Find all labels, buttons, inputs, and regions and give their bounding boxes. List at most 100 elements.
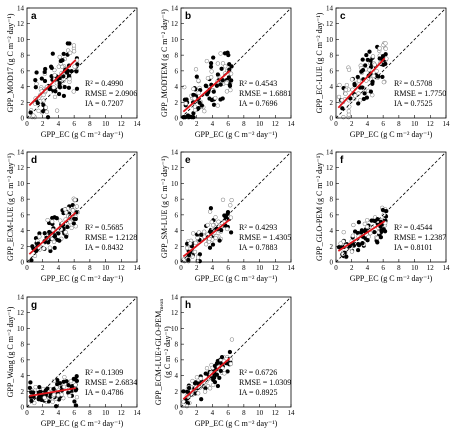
y-tick-label: 2 (330, 243, 334, 251)
x-tick-label: 6 (72, 264, 76, 272)
data-point-open (340, 251, 346, 257)
stat-line: IA = 0.7883 (239, 243, 278, 252)
stat-line: R² = 0.4543 (239, 79, 277, 88)
data-point-open (67, 393, 72, 399)
y-tick-label: 2 (175, 99, 179, 107)
data-point-open (202, 229, 207, 234)
data-point-open (383, 41, 388, 46)
data-point-open (192, 249, 198, 255)
data-point-filled (61, 51, 66, 57)
data-point-open (184, 404, 190, 409)
data-point-open (229, 197, 234, 203)
data-point-open (381, 80, 386, 85)
data-point-filled (367, 49, 372, 54)
data-point-open (68, 379, 74, 384)
data-point-filled (42, 69, 47, 75)
data-point-open (183, 101, 189, 106)
data-point-filled (215, 383, 221, 389)
data-point-open (213, 235, 218, 241)
y-tick-label: 8 (21, 196, 25, 204)
data-point-filled (49, 65, 54, 71)
stat-line: R² = 0.1309 (85, 368, 123, 377)
data-point-open (343, 87, 349, 93)
data-point-open (207, 386, 213, 391)
x-tick-label: 12 (272, 120, 280, 128)
data-point-filled (218, 82, 223, 87)
data-point-open (337, 82, 342, 88)
data-point-filled (50, 51, 55, 56)
data-point-open (190, 392, 195, 398)
data-point-filled (361, 96, 367, 102)
data-point-filled (227, 62, 232, 67)
data-point-open (209, 69, 214, 74)
data-point-filled (185, 389, 190, 394)
x-axis-label: GPP_EC (g C m⁻² day⁻¹) (195, 130, 278, 139)
panel-d: 00 2 2 4 4 6 6 8 8 10 10 12 12 14 14 GPP_EC (g C m⁻² da… (6, 149, 141, 284)
data-point-open (71, 43, 77, 48)
data-point-open (61, 384, 67, 389)
x-tick-label: 12 (272, 264, 280, 272)
data-point-open (36, 108, 41, 113)
y-axis-label: GPP_EC-LUE (g C m⁻² day⁻¹) (315, 12, 324, 113)
x-tick-label: 4 (211, 264, 215, 272)
data-point-filled (56, 231, 61, 236)
y-tick-label: 10 (171, 325, 179, 333)
x-tick-label: 4 (57, 264, 61, 272)
x-tick-label: 8 (88, 120, 92, 128)
x-tick-label: 4 (366, 120, 370, 128)
scatter-points (27, 374, 80, 409)
data-point-open (51, 85, 56, 90)
x-tick-label: 6 (226, 120, 230, 128)
data-point-filled (352, 229, 358, 234)
y-tick-label: 14 (171, 5, 179, 13)
y-tick-label: 6 (175, 211, 179, 219)
data-point-filled (211, 89, 216, 94)
data-point-open (202, 109, 207, 114)
y-tick-label: 4 (175, 227, 179, 235)
y-tick-label: 2 (175, 243, 179, 251)
plot-frame (335, 7, 447, 119)
data-point-filled (363, 63, 368, 68)
y-tick-label: 14 (17, 5, 25, 13)
x-tick-label: 2 (41, 409, 45, 417)
data-point-filled (217, 238, 222, 243)
panel-letter: e (185, 155, 191, 166)
stat-line: RMSE = 1.6881 (239, 89, 291, 98)
data-point-open (58, 218, 63, 223)
plot-frame (26, 296, 138, 408)
data-point-open (47, 245, 53, 250)
data-point-filled (222, 51, 228, 56)
data-point-open (44, 109, 49, 115)
data-point-filled (199, 397, 204, 402)
data-point-open (346, 109, 351, 114)
data-point-filled (375, 217, 380, 222)
y-axis-label: GPP_MODTEM (g C m⁻² day⁻¹) (160, 9, 169, 117)
data-point-filled (71, 376, 76, 382)
data-point-filled (355, 247, 361, 253)
x-tick-label: 0 (334, 120, 338, 128)
data-point-filled (33, 85, 38, 90)
x-tick-label: 12 (118, 120, 126, 128)
data-point-filled (40, 109, 46, 114)
data-point-open (32, 400, 37, 406)
data-point-filled (227, 349, 233, 355)
data-point-open (57, 54, 62, 60)
data-point-filled (199, 103, 205, 108)
data-point-filled (344, 254, 349, 259)
data-point-open (339, 98, 345, 103)
data-point-open (193, 240, 198, 245)
data-point-filled (226, 52, 231, 58)
data-point-open (31, 113, 36, 118)
data-point-open (362, 221, 367, 227)
y-tick-label: 4 (330, 83, 334, 91)
data-point-filled (192, 381, 198, 386)
data-point-filled (208, 64, 214, 69)
regression-line (28, 59, 77, 107)
y-tick-label: 6 (175, 67, 179, 75)
stat-line: R² = 0.5685 (85, 223, 123, 232)
data-point-open (70, 208, 76, 213)
y-tick-label: 0 (175, 259, 179, 267)
regression-line (337, 57, 386, 109)
data-point-filled (380, 74, 385, 80)
data-point-filled (194, 74, 199, 79)
